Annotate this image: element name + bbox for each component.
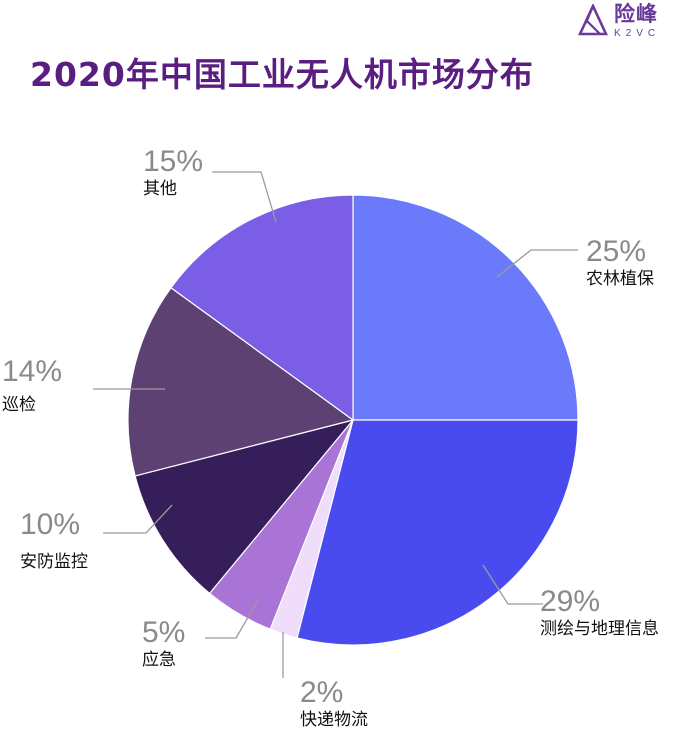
label-mapping: 29% 测绘与地理信息: [540, 585, 659, 639]
label-other: 15% 其他: [143, 145, 204, 199]
pie-slice: [170, 194, 354, 422]
label-agriculture: 25% 农林植保: [586, 235, 654, 289]
chart-title: 2020年中国工业无人机市场分布: [30, 55, 534, 94]
pie-slice: [127, 286, 355, 477]
mountain-logo-icon: [578, 4, 608, 36]
leader-lines: [93, 171, 578, 678]
label-security: 10% 安防监控: [20, 508, 88, 572]
label-inspection: 14% 巡检: [2, 355, 63, 415]
label-logistics: 2% 快递物流: [300, 676, 368, 730]
pie-slice: [134, 418, 355, 595]
logo-en: K2VC: [614, 28, 661, 39]
pie-slice: [352, 194, 579, 421]
pie-slice: [296, 419, 579, 646]
pie-slices: [127, 194, 579, 646]
label-emergency: 5% 应急: [142, 616, 186, 670]
logo-cn: 险峰: [614, 2, 658, 26]
logo: 险峰 K2VC: [578, 4, 660, 39]
